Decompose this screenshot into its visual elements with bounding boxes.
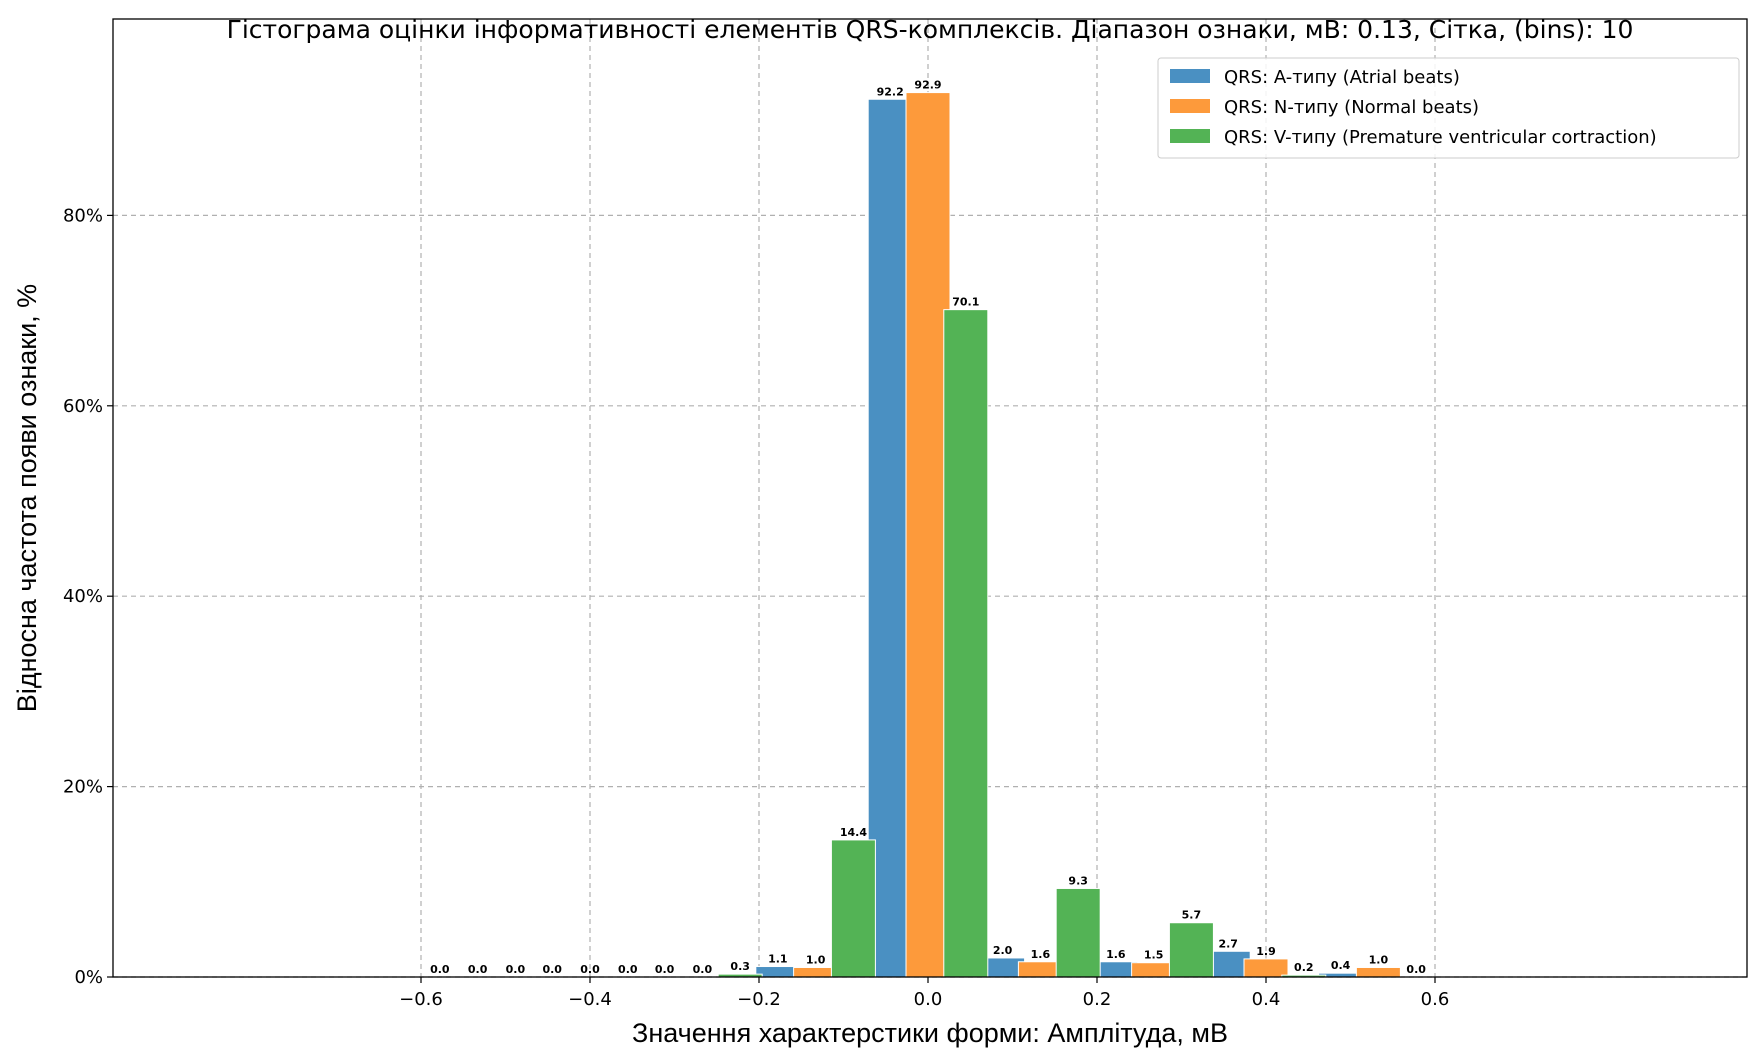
- bar: [1168, 922, 1214, 978]
- bar-value-label: 0.0: [580, 963, 600, 976]
- bar-value-label: 2.7: [1218, 937, 1238, 950]
- legend-swatch: [1170, 69, 1210, 83]
- legend-box: [1157, 57, 1740, 159]
- legend: QRS: A-типу (Atrial beats) QRS: N-типу (N…: [1157, 57, 1740, 159]
- bar: [867, 98, 913, 978]
- y-tick-label: 80%: [63, 205, 103, 226]
- legend-entry-label: QRS: N-типу (Normal beats): [1224, 97, 1479, 118]
- bar-value-label: 0.0: [693, 963, 713, 976]
- bar-value-label: 0.0: [430, 963, 450, 976]
- x-tick-label: −0.4: [568, 989, 612, 1010]
- bar-value-label: 1.6: [1106, 948, 1126, 961]
- bar-value-label: 1.9: [1256, 945, 1276, 958]
- bar-value-label: 0.0: [542, 963, 562, 976]
- bar-value-label: 0.0: [1406, 963, 1426, 976]
- y-tick-label: 20%: [63, 777, 103, 798]
- x-axis-label: Значення характерстики форми: Амплітуда,…: [632, 1018, 1228, 1048]
- bar-value-label: 1.0: [1369, 953, 1389, 966]
- bar-value-label: 1.0: [806, 953, 826, 966]
- legend-swatch: [1170, 99, 1210, 113]
- bar: [830, 839, 876, 978]
- bar-value-label: 0.0: [506, 963, 526, 976]
- chart-title: Гістограма оцінки інформативності елемен…: [227, 15, 1634, 44]
- x-tick-label: 0.2: [1083, 989, 1112, 1010]
- x-tick-label: 0.0: [914, 989, 943, 1010]
- x-tick-label: −0.2: [737, 989, 781, 1010]
- legend-swatch: [1170, 129, 1210, 143]
- y-axis-label: Відносна частота появи ознаки, %: [12, 284, 42, 712]
- bar: [1355, 966, 1401, 978]
- y-tick-label: 60%: [63, 396, 103, 417]
- bar: [943, 309, 989, 978]
- bar-value-label: 1.1: [768, 953, 788, 966]
- bar: [1055, 887, 1101, 978]
- bar-value-label: 14.4: [840, 826, 867, 839]
- bar-value-label: 1.6: [1031, 948, 1051, 961]
- x-tick-label: 0.4: [1252, 989, 1281, 1010]
- bar-value-label: 0.0: [468, 963, 488, 976]
- y-tick-label: 0%: [74, 967, 103, 988]
- bar-value-label: 0.4: [1331, 959, 1351, 972]
- bar-value-label: 5.7: [1182, 909, 1202, 922]
- x-tick-label: 0.6: [1421, 989, 1450, 1010]
- bar-value-label: 92.2: [877, 85, 904, 98]
- data-labels: 0.0 0.0 0.0 1.1 92.2 2.0 1.6 2.7 0.4 0.0 0.0 0.0 1.0…: [430, 79, 1426, 976]
- bar-value-label: 1.5: [1144, 949, 1164, 962]
- bar-value-label: 0.3: [730, 960, 750, 973]
- bars: [717, 92, 1401, 978]
- bar: [1243, 958, 1289, 978]
- axis-ticks: −0.6 −0.4 −0.2 0.0 0.2 0.4 0.6 0% 20% 40% 60% 80%: [63, 205, 1449, 1010]
- legend-entry-label: QRS: A-типу (Atrial beats): [1224, 67, 1460, 88]
- legend-entry-label: QRS: V-типу (Premature ventricular cortr…: [1224, 127, 1657, 148]
- bar-value-label: 0.0: [618, 963, 638, 976]
- bar-value-label: 92.9: [914, 79, 941, 92]
- bar-value-label: 9.3: [1068, 874, 1088, 887]
- bar-value-label: 70.1: [952, 296, 979, 309]
- x-tick-label: −0.6: [399, 989, 443, 1010]
- bar-value-label: 0.0: [655, 963, 675, 976]
- plot-frame: [112, 18, 1748, 978]
- bar-value-label: 0.2: [1294, 961, 1314, 974]
- y-tick-label: 40%: [63, 586, 103, 607]
- bar-value-label: 2.0: [993, 944, 1013, 957]
